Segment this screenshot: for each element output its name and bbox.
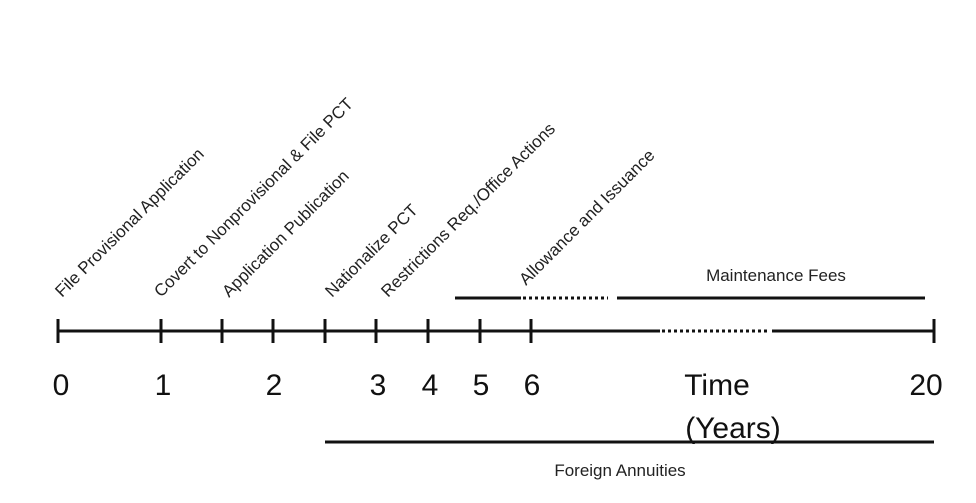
patent-timeline-diagram: 0 1 2 3 4 5 6 20 Time (Years) File Provi… <box>0 0 976 503</box>
milestone-label: Nationalize PCT <box>321 201 421 301</box>
axis-title-line2: (Years) <box>685 412 781 445</box>
tick-label: 20 <box>909 369 942 402</box>
foreign-annuities-label: Foreign Annuities <box>554 461 685 480</box>
tick-label: 5 <box>473 369 490 402</box>
tick-label: 0 <box>53 369 70 402</box>
milestone-label: Allowance and Issuance <box>515 146 658 289</box>
tick-label: 4 <box>422 369 439 402</box>
axis-title-line1: Time <box>684 369 750 402</box>
tick-label: 3 <box>370 369 387 402</box>
tick-label: 6 <box>524 369 541 402</box>
tick-label: 1 <box>155 369 172 402</box>
tick-label: 2 <box>266 369 283 402</box>
maintenance-fees-label: Maintenance Fees <box>706 266 846 285</box>
